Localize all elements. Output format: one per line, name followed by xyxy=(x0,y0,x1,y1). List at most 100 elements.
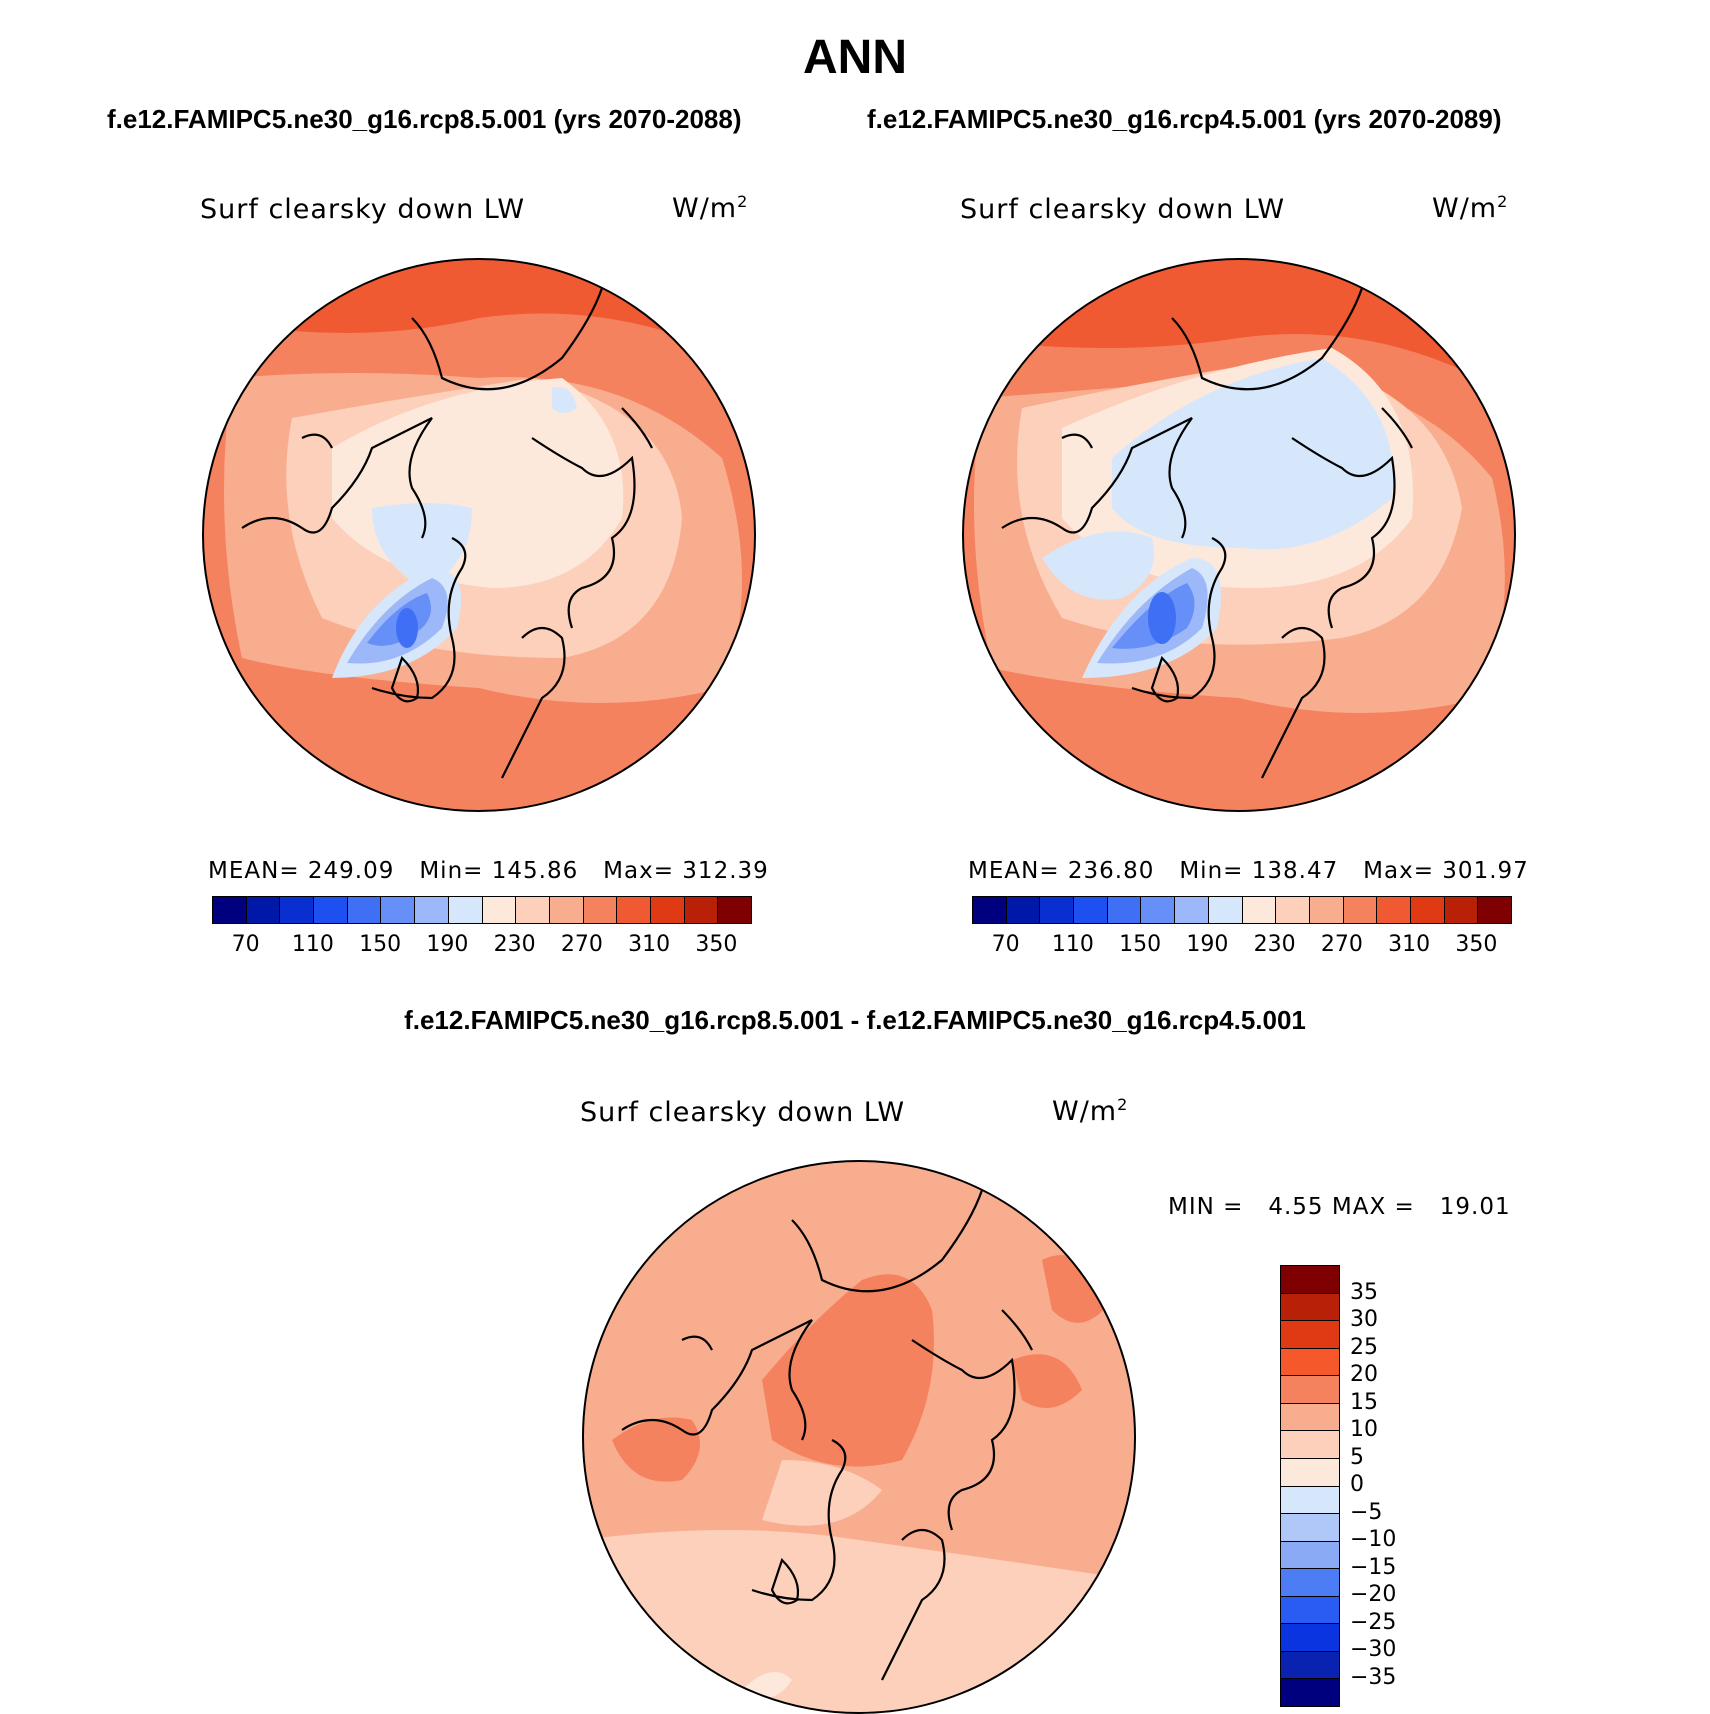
colorbar-swatch xyxy=(1281,1403,1339,1432)
right-case-title: f.e12.FAMIPC5.ne30_g16.rcp4.5.001 (yrs 2… xyxy=(867,104,1502,134)
colorbar-tick-label: 70 xyxy=(991,932,1020,957)
colorbar-swatch xyxy=(1281,1293,1339,1322)
figure-title: ANN xyxy=(803,31,907,84)
colorbar-swatch xyxy=(617,897,651,923)
colorbar-swatch xyxy=(482,897,517,923)
colorbar-tick-label: 270 xyxy=(1320,932,1363,957)
colorbar-tick-label: 150 xyxy=(359,932,402,957)
left-case-title: f.e12.FAMIPC5.ne30_g16.rcp8.5.001 (yrs 2… xyxy=(107,104,742,134)
colorbar-label: 25 xyxy=(1350,1334,1378,1360)
colorbar-swatch xyxy=(1175,897,1209,923)
colorbar-swatch xyxy=(1281,1624,1339,1652)
colorbar-swatch xyxy=(1281,1431,1339,1459)
colorbar-tick-label: 270 xyxy=(560,932,603,957)
colorbar-swatch xyxy=(213,897,247,923)
diff-units-label: W/m2 xyxy=(1052,1095,1129,1127)
colorbar-swatch xyxy=(1281,1458,1339,1487)
colorbar-label: −25 xyxy=(1350,1609,1397,1635)
right-colorbar xyxy=(972,896,1512,924)
colorbar-label: 0 xyxy=(1350,1472,1364,1497)
colorbar-swatch xyxy=(1309,897,1344,923)
left-colorbar xyxy=(212,896,752,924)
colorbar-swatch xyxy=(1281,1514,1339,1542)
colorbar-swatch xyxy=(1281,1569,1339,1597)
left-variable-label: Surf clearsky down LW xyxy=(200,194,526,225)
colorbar-swatch xyxy=(1377,897,1411,923)
colorbar-tick-label: 350 xyxy=(1455,932,1498,957)
colorbar-tick-label: 70 xyxy=(231,932,260,957)
colorbar-swatch xyxy=(718,897,751,923)
colorbar-tick-label: 150 xyxy=(1119,932,1162,957)
diff-variable-label: Surf clearsky down LW xyxy=(580,1097,906,1128)
colorbar-label: 10 xyxy=(1350,1417,1378,1442)
colorbar-swatch xyxy=(1281,1348,1339,1377)
difference-title: f.e12.FAMIPC5.ne30_g16.rcp8.5.001 - f.e1… xyxy=(404,1005,1306,1035)
colorbar-label: −5 xyxy=(1350,1499,1383,1525)
diff-colorbar xyxy=(1280,1265,1340,1707)
colorbar-tick-label: 110 xyxy=(291,932,334,957)
colorbar-tick-label: 190 xyxy=(426,932,469,957)
right-units-label: W/m2 xyxy=(1432,192,1509,224)
colorbar-swatch xyxy=(1478,897,1511,923)
colorbar-swatch xyxy=(516,897,550,923)
colorbar-swatch xyxy=(1040,897,1075,923)
colorbar-swatch xyxy=(1141,897,1176,923)
colorbar-tick-label: 310 xyxy=(1388,932,1431,957)
left-polar-map xyxy=(202,258,756,812)
colorbar-label: 15 xyxy=(1350,1389,1378,1415)
colorbar-swatch xyxy=(1281,1541,1339,1570)
colorbar-tick-label: 230 xyxy=(1253,932,1296,957)
right-variable-label: Surf clearsky down LW xyxy=(960,194,1286,225)
colorbar-label: −10 xyxy=(1350,1527,1397,1552)
colorbar-swatch xyxy=(1281,1651,1339,1680)
right-polar-map xyxy=(962,258,1516,812)
colorbar-swatch xyxy=(684,897,719,923)
colorbar-swatch xyxy=(1281,1596,1339,1625)
colorbar-swatch xyxy=(1444,897,1479,923)
colorbar-swatch xyxy=(973,897,1007,923)
colorbar-tick-label: 230 xyxy=(493,932,536,957)
left-stats: MEAN= 249.09 Min= 145.86 Max= 312.39 xyxy=(208,858,769,884)
colorbar-label: −30 xyxy=(1350,1637,1397,1662)
colorbar-swatch xyxy=(1276,897,1310,923)
colorbar-label: 5 xyxy=(1350,1444,1364,1470)
right-stats: MEAN= 236.80 Min= 138.47 Max= 301.97 xyxy=(968,858,1529,884)
colorbar-label: −20 xyxy=(1350,1582,1397,1607)
colorbar-swatch xyxy=(314,897,348,923)
colorbar-swatch xyxy=(1208,897,1243,923)
colorbar-tick-label: 350 xyxy=(695,932,738,957)
diff-polar-map xyxy=(582,1160,1136,1714)
colorbar-swatch xyxy=(415,897,449,923)
colorbar-tick-label: 110 xyxy=(1051,932,1094,957)
diff-stats: MIN = 4.55 MAX = 19.01 xyxy=(1168,1194,1511,1220)
colorbar-tick-label: 190 xyxy=(1186,932,1229,957)
colorbar-swatch xyxy=(280,897,315,923)
colorbar-swatch xyxy=(246,897,281,923)
colorbar-swatch xyxy=(1281,1321,1339,1349)
colorbar-label: 30 xyxy=(1350,1307,1378,1332)
colorbar-label: −15 xyxy=(1350,1554,1397,1580)
right-colorbar-ticks: 70 110 150 190 230 270 310 350 xyxy=(972,932,1510,962)
colorbar-swatch xyxy=(1074,897,1108,923)
left-colorbar-ticks: 70 110 150 190 230 270 310 350 xyxy=(212,932,750,962)
colorbar-swatch xyxy=(381,897,416,923)
colorbar-label: −35 xyxy=(1350,1664,1397,1690)
colorbar-swatch xyxy=(1107,897,1142,923)
colorbar-swatch xyxy=(1281,1376,1339,1404)
colorbar-swatch xyxy=(1242,897,1277,923)
colorbar-swatch xyxy=(650,897,685,923)
colorbar-swatch xyxy=(1410,897,1445,923)
left-units-label: W/m2 xyxy=(672,192,749,224)
colorbar-label: 20 xyxy=(1350,1362,1378,1387)
colorbar-swatch xyxy=(1281,1266,1339,1294)
colorbar-tick-label: 310 xyxy=(628,932,671,957)
colorbar-swatch xyxy=(549,897,584,923)
colorbar-swatch xyxy=(347,897,382,923)
colorbar-swatch xyxy=(1006,897,1041,923)
colorbar-swatch xyxy=(448,897,483,923)
diff-colorbar-labels: 35 30 25 20 15 10 5 0 −5 −10 −15 −20 −25 −30 −35 xyxy=(1350,1265,1430,1705)
colorbar-swatch xyxy=(583,897,618,923)
colorbar-label: 35 xyxy=(1350,1279,1378,1305)
colorbar-swatch xyxy=(1281,1486,1339,1515)
colorbar-swatch xyxy=(1343,897,1378,923)
